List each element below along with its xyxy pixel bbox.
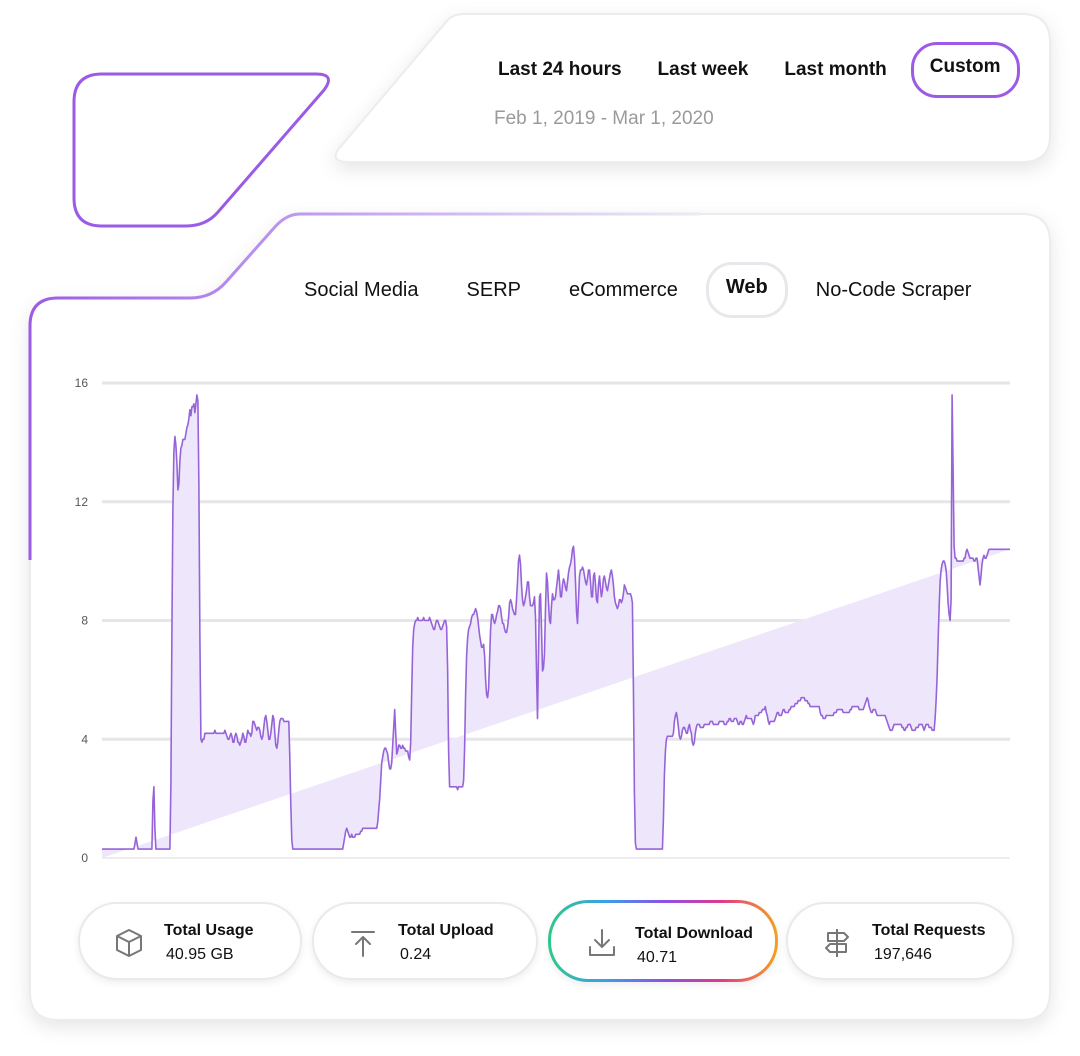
stat-total-upload: Total Upload 0.24 xyxy=(312,902,538,980)
tab-last-week[interactable]: Last week xyxy=(657,59,749,80)
tab-last-month[interactable]: Last month xyxy=(784,59,887,80)
tab-serp[interactable]: SERP xyxy=(466,279,521,301)
y-tick-label: 0 xyxy=(81,851,88,865)
date-range-text[interactable]: Feb 1, 2019 - Mar 1, 2020 xyxy=(494,108,714,129)
cube-icon xyxy=(116,929,142,957)
series-area xyxy=(102,394,1010,858)
category-tabs: Social Media SERP eCommerce Web No-Code … xyxy=(284,262,999,318)
y-tick-label: 16 xyxy=(75,376,89,390)
date-card-shape xyxy=(334,13,1051,163)
tab-ecommerce[interactable]: eCommerce xyxy=(568,279,678,301)
y-tick-label: 8 xyxy=(81,614,88,628)
tab-last-24-hours[interactable]: Last 24 hours xyxy=(498,59,622,80)
tab-no-code-scraper[interactable]: No-Code Scraper xyxy=(815,279,972,301)
tab-custom[interactable]: Custom xyxy=(910,42,1020,98)
stat-total-download: Total Download 40.71 xyxy=(548,900,778,982)
y-tick-label: 12 xyxy=(75,495,89,509)
stat-value: 40.71 xyxy=(637,949,678,966)
stat-label: Total Download xyxy=(635,925,753,942)
usage-chart: 0 4 8 12 16 xyxy=(75,376,1010,865)
tab-social-media[interactable]: Social Media xyxy=(304,279,419,301)
stat-label: Total Usage xyxy=(164,922,254,939)
stat-label: Total Requests xyxy=(872,922,986,939)
y-tick-label: 4 xyxy=(81,732,88,746)
upload-icon xyxy=(351,931,375,957)
stat-label: Total Upload xyxy=(398,922,494,939)
time-range-tabs: Last 24 hours Last week Last month Custo… xyxy=(480,42,1020,98)
stat-value: 40.95 GB xyxy=(166,946,234,963)
stat-value: 0.24 xyxy=(400,946,432,963)
main-card-accent-edge xyxy=(28,212,700,560)
download-icon xyxy=(589,929,615,956)
stat-value: 197,646 xyxy=(874,946,932,963)
tab-web[interactable]: Web xyxy=(705,262,788,318)
decorative-outline-shape xyxy=(72,72,330,228)
series-line xyxy=(102,394,1010,850)
stat-total-requests: Total Requests 197,646 xyxy=(786,902,1014,980)
signpost-icon xyxy=(825,929,849,957)
stat-total-usage: Total Usage 40.95 GB xyxy=(78,902,302,980)
